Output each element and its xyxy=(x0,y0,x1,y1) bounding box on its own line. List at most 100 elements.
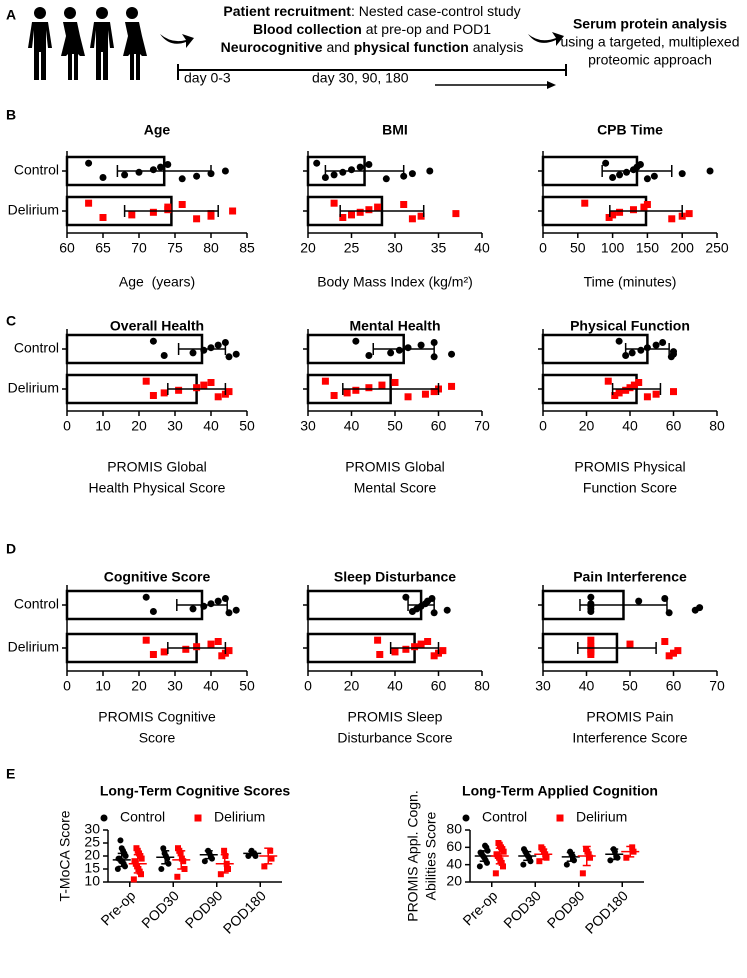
x-tick-label: Pre-op xyxy=(97,887,138,928)
data-point xyxy=(411,643,419,651)
x-tick-label: 60 xyxy=(666,678,682,694)
data-point xyxy=(207,344,215,352)
data-point xyxy=(365,206,373,214)
x-tick-label: 0 xyxy=(539,240,547,256)
workflow-segment: : Nested case-control study xyxy=(351,3,521,19)
workflow-segment: Neurocognitive xyxy=(221,39,323,55)
data-point xyxy=(339,168,347,176)
data-point xyxy=(607,857,614,864)
data-point xyxy=(268,855,275,862)
x-tick-label: 40 xyxy=(622,418,638,434)
data-point xyxy=(160,845,167,852)
x-tick-label: 80 xyxy=(709,418,725,434)
data-point xyxy=(404,344,412,352)
x-axis-label: Mental Score xyxy=(354,480,437,496)
workflow-output: using a targeted, multiplexed xyxy=(561,34,740,50)
y-tick-label: 60 xyxy=(446,838,462,854)
data-point xyxy=(629,206,637,214)
data-point xyxy=(536,858,543,865)
workflow-segment: at pre-op and POD1 xyxy=(362,21,491,37)
arrow xyxy=(528,32,564,46)
x-axis-label: Health Physical Score xyxy=(89,480,226,496)
data-point xyxy=(225,866,231,872)
data-point xyxy=(665,609,673,617)
data-point xyxy=(382,175,390,183)
x-axis-label: Score xyxy=(139,730,176,746)
y-tick-label: 15 xyxy=(84,860,100,876)
panel-label: B xyxy=(6,107,16,123)
data-point xyxy=(482,842,489,849)
data-point xyxy=(160,389,168,397)
data-point xyxy=(214,638,222,645)
data-point xyxy=(628,349,636,357)
bar xyxy=(541,155,639,187)
x-tick-label: 100 xyxy=(601,240,625,256)
chart-title: Mental Health xyxy=(349,318,440,334)
data-point xyxy=(636,161,644,168)
data-point xyxy=(232,606,240,614)
legend-marker xyxy=(194,814,202,822)
data-point xyxy=(609,211,617,219)
data-point xyxy=(538,844,545,851)
data-point xyxy=(611,392,619,399)
data-point xyxy=(650,172,658,180)
chart-title: Pain Interference xyxy=(573,569,687,585)
legend-label: Delirium xyxy=(214,809,265,825)
data-point xyxy=(495,840,502,846)
data-point xyxy=(149,651,157,658)
people-icons xyxy=(28,7,147,80)
chart-title: CPB Time xyxy=(597,122,663,138)
x-tick-label: 30 xyxy=(300,418,316,434)
y-tick-label: 10 xyxy=(84,873,100,889)
x-tick-label: 25 xyxy=(344,240,360,256)
category-label: Control xyxy=(14,596,59,612)
data-point xyxy=(142,593,150,601)
data-point xyxy=(214,597,222,605)
data-point xyxy=(678,170,686,178)
y-tick-label: 80 xyxy=(446,821,462,837)
data-point xyxy=(229,207,237,215)
category-label: Control xyxy=(14,162,59,178)
data-point xyxy=(670,348,677,356)
data-point xyxy=(135,168,143,176)
x-axis-label: Body Mass Index (kg/m²) xyxy=(317,274,473,290)
data-point xyxy=(424,638,432,645)
data-point xyxy=(175,386,183,394)
data-point xyxy=(193,215,201,223)
data-point xyxy=(616,171,624,179)
data-point xyxy=(164,161,172,168)
data-point xyxy=(587,643,595,651)
x-tick-label: 0 xyxy=(304,678,312,694)
workflow-segment: analysis xyxy=(469,39,523,55)
x-tick-label: 50 xyxy=(570,240,586,256)
data-point xyxy=(652,341,660,349)
data-point xyxy=(376,651,384,658)
data-point xyxy=(158,866,165,872)
arrow xyxy=(160,34,194,48)
data-point xyxy=(207,379,215,386)
data-point xyxy=(643,201,651,208)
x-tick-label: 40 xyxy=(387,678,403,694)
x-tick-label: 35 xyxy=(431,240,447,256)
x-tick-label: 40 xyxy=(203,678,219,694)
data-point xyxy=(643,393,651,401)
data-point xyxy=(668,215,676,223)
workflow-segment: Blood collection xyxy=(253,21,362,37)
chart-title: Sleep Disturbance xyxy=(334,569,456,585)
data-point xyxy=(563,861,570,868)
x-axis-label: PROMIS Pain xyxy=(586,709,673,725)
data-point xyxy=(643,344,651,352)
timeline-label: day 0-3 xyxy=(184,70,231,86)
data-point xyxy=(587,600,595,608)
data-point xyxy=(637,346,645,354)
data-point xyxy=(142,636,150,644)
data-point xyxy=(630,381,638,389)
data-point xyxy=(160,352,168,359)
x-tick-label: 20 xyxy=(131,678,147,694)
data-point xyxy=(387,349,395,357)
data-point xyxy=(348,166,355,174)
workflow-text: Neurocognitive and physical function ana… xyxy=(221,39,524,55)
data-point xyxy=(99,214,107,221)
data-point xyxy=(130,876,137,883)
data-point xyxy=(193,643,201,651)
